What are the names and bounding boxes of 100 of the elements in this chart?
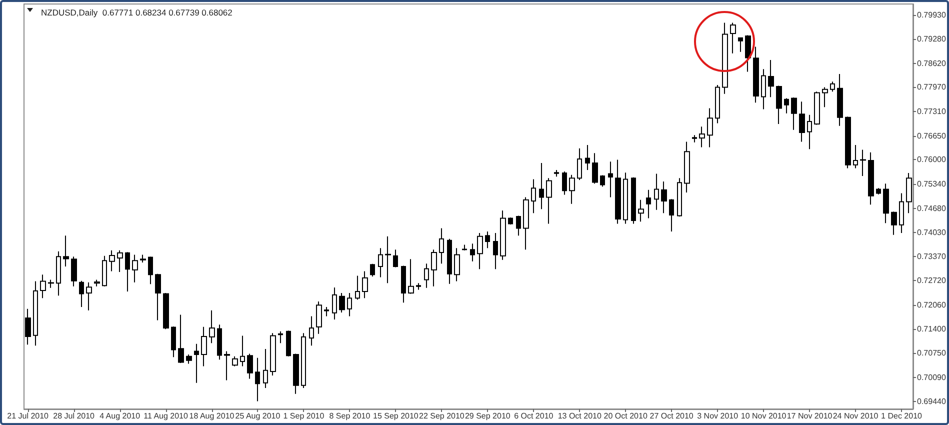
y-tick-label: 0.76650 — [917, 131, 946, 140]
candlestick — [539, 162, 544, 210]
candlestick — [378, 248, 383, 278]
candlestick — [906, 172, 912, 214]
y-tick-label: 0.79930 — [917, 10, 946, 20]
candlestick — [140, 254, 146, 263]
x-tick-label: 20 Oct 2010 — [604, 412, 648, 420]
candlestick — [730, 22, 736, 54]
candlestick — [56, 250, 61, 296]
y-tick-label: 0.77970 — [917, 82, 946, 92]
candlestick — [837, 73, 843, 126]
x-tick-label: 15 Sep 2010 — [373, 412, 419, 420]
y-tick-label: 0.73370 — [917, 252, 946, 262]
candlestick — [646, 189, 651, 219]
y-tick-label: 0.78620 — [917, 58, 946, 68]
candlestick — [94, 279, 100, 287]
candlestick — [531, 178, 536, 214]
candlestick — [692, 134, 697, 143]
candlestick — [332, 287, 337, 320]
y-tick-label: 0.71400 — [917, 324, 946, 334]
candlestick — [462, 244, 467, 251]
x-tick-label: 8 Sep 2010 — [329, 412, 371, 420]
candlestick — [485, 231, 490, 249]
candlestick — [807, 114, 812, 150]
candlestick — [339, 292, 345, 314]
candlestick — [347, 292, 352, 317]
candlestick — [554, 170, 559, 178]
candlestick — [247, 353, 253, 380]
candlestick — [63, 235, 69, 268]
x-tick-label: 28 Jul 2010 — [53, 412, 96, 420]
candlestick — [684, 141, 690, 194]
candlestick — [416, 282, 421, 290]
x-tick-label: 3 Nov 2010 — [697, 412, 739, 420]
candlestick — [370, 263, 375, 277]
candlestick — [324, 306, 329, 317]
x-tick-label: 10 Nov 2010 — [740, 412, 787, 420]
candlestick — [845, 116, 851, 169]
candlestick — [830, 81, 835, 92]
x-tick-label: 21 Jul 2010 — [7, 412, 50, 420]
candlestick — [431, 249, 437, 287]
candlestick — [255, 357, 260, 402]
candlestick — [577, 148, 582, 180]
candlestick — [401, 265, 406, 304]
x-tick-label: 25 Aug 2010 — [235, 412, 281, 420]
candlestick — [569, 174, 575, 204]
candlestick — [163, 292, 169, 330]
candlestick — [148, 256, 153, 285]
candlestick — [117, 250, 123, 273]
y-tick-label: 0.70090 — [917, 372, 946, 382]
candlestick — [270, 332, 276, 376]
candlestick — [745, 34, 751, 72]
x-tick-label: 24 Nov 2010 — [832, 412, 879, 420]
candlestick — [293, 353, 299, 394]
candlestick — [316, 300, 322, 334]
candlestick — [508, 217, 513, 226]
candlestick — [132, 254, 138, 283]
candlestick — [822, 86, 828, 108]
candlestick — [309, 316, 314, 346]
x-tick-label: 18 Aug 2010 — [189, 412, 235, 420]
candlestick — [707, 108, 713, 148]
x-tick-label: 1 Dec 2010 — [881, 412, 923, 420]
y-tick-label: 0.74030 — [917, 228, 946, 237]
candlestick — [493, 232, 498, 270]
candlestick — [470, 243, 475, 262]
candlestick — [615, 159, 621, 224]
candlestick — [546, 178, 552, 224]
x-tick-label: 29 Sep 2010 — [464, 412, 511, 420]
y-tick-label: 0.79280 — [917, 34, 946, 44]
candlestick — [753, 46, 759, 104]
candlestick — [761, 68, 766, 110]
candlestick — [699, 126, 705, 148]
x-tick-label: 27 Oct 2010 — [650, 412, 694, 420]
candlestick — [791, 97, 797, 130]
candlestick — [592, 152, 598, 184]
candlestick — [286, 330, 291, 357]
candlestick — [71, 256, 77, 287]
x-tick-label: 11 Aug 2010 — [144, 412, 188, 420]
candlestick — [194, 343, 199, 384]
candlestick — [79, 280, 84, 308]
candlestick — [40, 274, 46, 299]
candlestick — [853, 144, 858, 169]
candlestick — [814, 91, 820, 126]
candlestick — [738, 37, 743, 52]
candlestick — [102, 255, 107, 287]
candlestick — [715, 84, 720, 124]
candlestick — [186, 354, 192, 364]
candlestick — [109, 250, 115, 272]
candlestick — [393, 249, 398, 268]
y-tick-label: 0.74680 — [917, 204, 946, 213]
candlestick — [876, 188, 881, 195]
x-tick-label: 1 Sep 2010 — [283, 412, 325, 420]
candlestick — [891, 211, 897, 236]
candlestick — [784, 98, 789, 114]
y-tick-label: 0.72720 — [917, 276, 946, 286]
candlestick — [178, 314, 184, 364]
y-tick-label: 0.75340 — [917, 180, 946, 189]
candlestick — [883, 183, 889, 224]
candlestick — [217, 324, 222, 360]
candlestick — [355, 275, 360, 300]
chart-title: NZDUSD,Daily 0.67771 0.68234 0.67739 0.68062 — [41, 8, 233, 18]
